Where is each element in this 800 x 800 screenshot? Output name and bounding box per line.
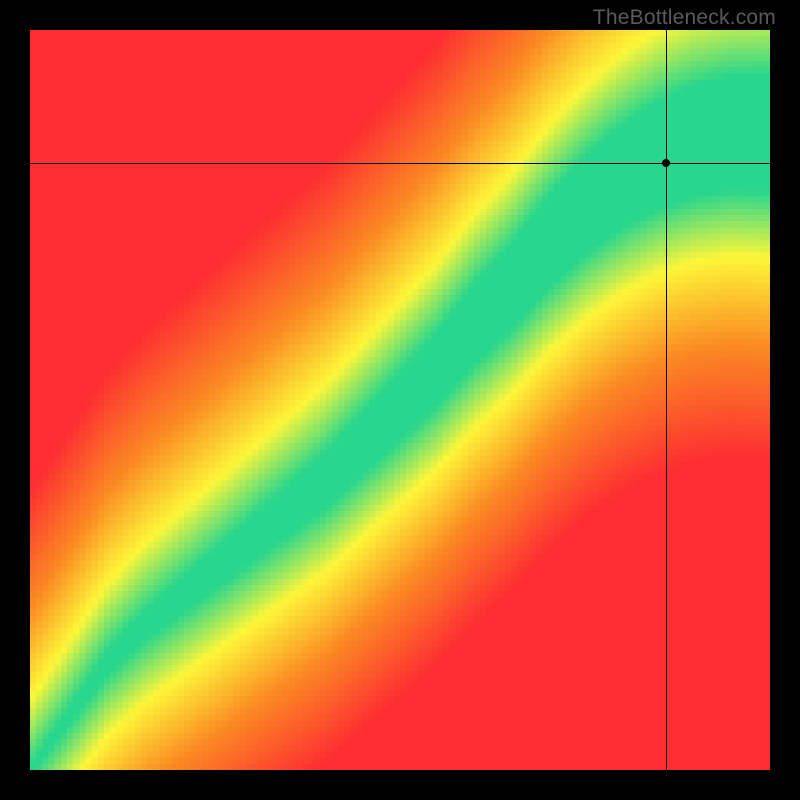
heatmap-canvas (30, 30, 770, 770)
crosshair-vertical (666, 30, 667, 770)
crosshair-horizontal (30, 163, 770, 164)
watermark-text: TheBottleneck.com (593, 6, 776, 30)
crosshair-marker-dot (662, 159, 670, 167)
bottleneck-heatmap (30, 30, 770, 770)
